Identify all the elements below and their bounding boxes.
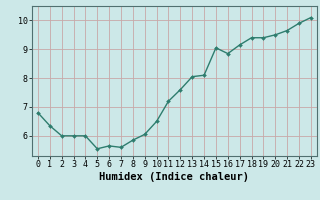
X-axis label: Humidex (Indice chaleur): Humidex (Indice chaleur) bbox=[100, 172, 249, 182]
